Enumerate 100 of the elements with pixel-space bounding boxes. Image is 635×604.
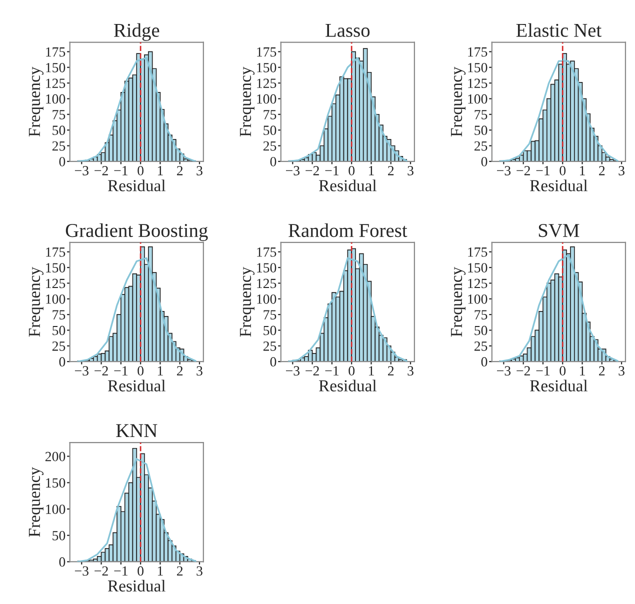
y-tick-label: 100 — [46, 504, 66, 514]
x-tick-label: −3 — [497, 166, 511, 176]
y-axis-title: Frequency — [451, 66, 466, 137]
x-tick-label: 3 — [196, 366, 202, 376]
y-tick-label: 150 — [46, 263, 66, 272]
y-tick-label: 175 — [46, 47, 66, 57]
y-tick-label: 50 — [474, 326, 488, 336]
y-axis-title: Frequency — [28, 266, 44, 337]
x-tick-label: 2 — [599, 166, 605, 176]
y-tick-label: 25 — [52, 342, 66, 351]
x-tick-label: 0 — [560, 166, 566, 176]
x-tick-label: 1 — [580, 366, 585, 376]
x-tick-label: −1 — [114, 366, 128, 376]
y-tick-label: 100 — [257, 294, 276, 304]
x-tick-label: −1 — [114, 166, 128, 176]
x-tick-label: −2 — [516, 166, 530, 176]
y-tick-label: 50 — [52, 126, 66, 136]
x-tick-label: −3 — [74, 566, 88, 576]
x-axis-title: Residual — [108, 580, 166, 592]
x-tick-label: 3 — [618, 166, 624, 176]
x-tick-label: 1 — [158, 366, 163, 376]
y-tick-label: 0 — [59, 157, 66, 166]
y-tick-label: 150 — [46, 62, 66, 72]
y-tick-label: 100 — [46, 294, 66, 304]
x-tick-label: 2 — [599, 366, 605, 376]
x-axis-title: Residual — [530, 180, 588, 192]
y-tick-label: 75 — [52, 110, 66, 120]
x-tick-label: −1 — [536, 366, 550, 376]
y-tick-label: 150 — [468, 62, 488, 72]
y-tick-label: 100 — [468, 94, 488, 104]
x-tick-label: −1 — [114, 566, 128, 576]
y-tick-label: 125 — [468, 78, 488, 88]
x-axis-title: Residual — [108, 180, 166, 192]
x-tick-label: −3 — [286, 366, 300, 376]
x-tick-label: 0 — [138, 366, 144, 376]
x-tick-label: 3 — [408, 366, 414, 376]
x-tick-label: 0 — [348, 366, 355, 376]
y-tick-label: 50 — [264, 126, 276, 136]
chart-title: Lasso — [326, 24, 370, 37]
y-tick-label: 175 — [468, 47, 488, 57]
x-tick-label: 1 — [158, 566, 163, 576]
y-tick-label: 0 — [270, 157, 276, 166]
y-tick-label: 150 — [257, 62, 276, 72]
chart-title: Elastic Net — [516, 23, 602, 37]
x-tick-label: 0 — [138, 566, 144, 576]
x-tick-label: −2 — [516, 366, 530, 376]
y-tick-label: 200 — [45, 452, 66, 462]
x-tick-label: 1 — [158, 166, 163, 176]
x-tick-label: 0 — [138, 166, 144, 176]
x-tick-label: −3 — [74, 366, 88, 376]
y-tick-label: 75 — [264, 310, 276, 320]
y-tick-label: 50 — [52, 530, 66, 540]
y-tick-label: 125 — [257, 78, 276, 88]
x-tick-label: 2 — [176, 366, 183, 376]
y-axis-title: Frequency — [28, 66, 44, 137]
y-tick-label: 150 — [257, 263, 276, 272]
x-tick-label: −1 — [325, 366, 339, 376]
y-tick-label: 175 — [257, 247, 276, 257]
y-tick-label: 0 — [59, 557, 66, 567]
y-axis-title: Frequency — [28, 467, 44, 537]
x-tick-label: 0 — [348, 166, 355, 176]
x-tick-label: 2 — [388, 166, 394, 176]
x-tick-label: 0 — [560, 366, 566, 376]
x-tick-label: −3 — [497, 366, 511, 376]
x-tick-label: −2 — [306, 166, 319, 176]
y-tick-label: 25 — [474, 141, 488, 151]
x-tick-label: 3 — [408, 166, 414, 176]
x-tick-label: −1 — [325, 166, 339, 176]
y-axis-title: Frequency — [240, 266, 254, 337]
y-tick-label: 150 — [46, 478, 66, 488]
x-tick-label: −3 — [74, 166, 88, 176]
chart-title: Random Forest — [288, 223, 408, 238]
y-tick-label: 125 — [257, 278, 276, 288]
y-tick-label: 25 — [474, 342, 488, 351]
x-axis-title: Residual — [530, 380, 588, 392]
y-tick-label: 0 — [481, 157, 488, 166]
y-tick-label: 75 — [52, 310, 66, 320]
x-tick-label: 3 — [196, 166, 202, 176]
x-axis-title: Residual — [318, 180, 376, 192]
chart-title: Gradient Boosting — [66, 223, 208, 242]
x-axis-title: Residual — [318, 380, 376, 392]
x-tick-label: 1 — [368, 366, 374, 376]
x-tick-label: 2 — [176, 166, 183, 176]
y-tick-label: 0 — [481, 357, 488, 367]
x-tick-label: 2 — [176, 566, 183, 576]
x-axis-title: Residual — [108, 380, 166, 392]
x-tick-label: 1 — [580, 166, 585, 176]
x-tick-label: −3 — [286, 166, 300, 176]
chart-title: Ridge — [114, 23, 160, 41]
y-axis-title: Frequency — [451, 266, 466, 337]
y-tick-label: 175 — [257, 47, 276, 57]
y-tick-label: 125 — [468, 278, 488, 288]
y-tick-label: 0 — [270, 357, 276, 367]
y-axis-title: Frequency — [240, 66, 254, 137]
x-tick-label: −2 — [306, 366, 319, 376]
chart-title: SVM — [538, 224, 580, 238]
y-tick-label: 50 — [52, 326, 66, 336]
y-tick-label: 100 — [257, 94, 276, 104]
y-tick-label: 25 — [263, 342, 276, 351]
x-tick-label: −2 — [94, 166, 108, 176]
